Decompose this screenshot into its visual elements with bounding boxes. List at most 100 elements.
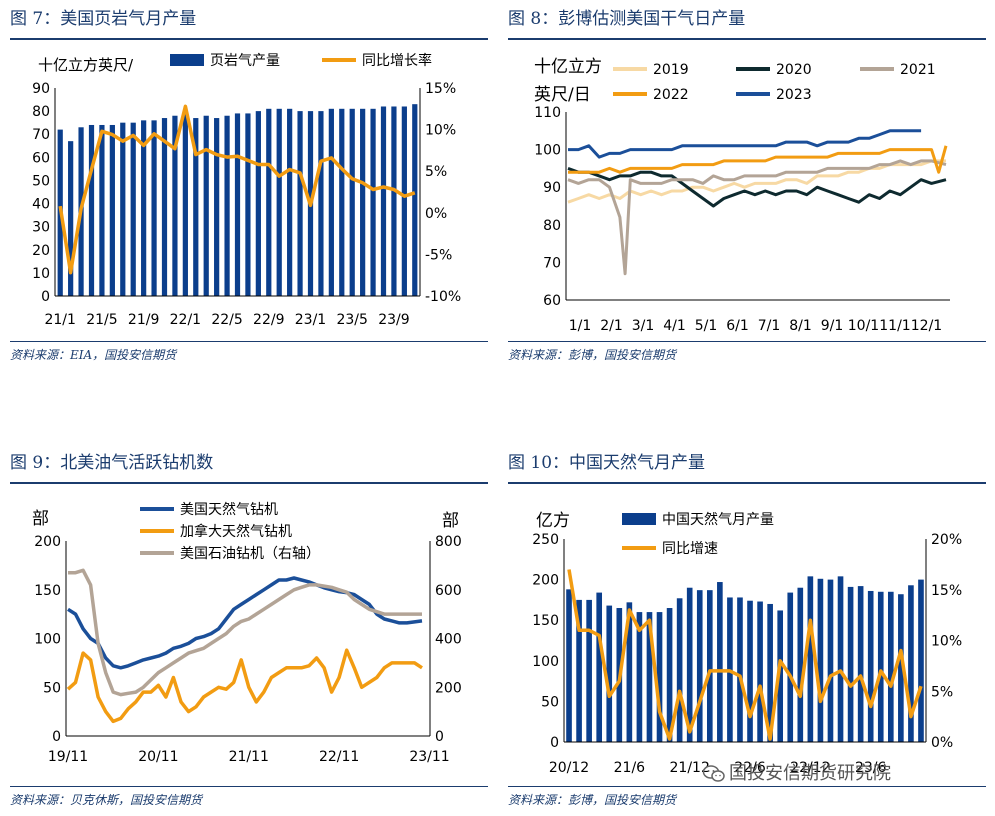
bar [287,108,293,296]
figure-8-bottom-rule [508,341,986,342]
legend-label: 2019 [653,62,689,78]
line-series [567,166,947,208]
y-tick-label-right: 0 [435,729,444,745]
bar [797,587,804,742]
figure-8-source: 资料来源：彭博，国投安信期货 [508,348,677,362]
bar [109,124,115,296]
y-axis-title-line1: 十亿立方 [534,57,602,77]
x-tick-label: 8/1 [789,318,812,334]
y-tick-label-left: 40 [32,197,50,213]
bar [120,122,126,297]
figure-10-title: 图 10：中国天然气月产量 [508,453,706,473]
legend-label: 页岩气产量 [210,53,280,69]
y-tick-label-right: 20% [931,532,962,548]
line-series [66,648,423,724]
y-axis-title-left: 部 [32,509,49,529]
bar [908,585,914,742]
bar [141,120,147,296]
legend-label: 加拿大天然气钻机 [180,523,292,540]
x-tick-label: 10/1 [848,318,879,334]
y-tick-label-left: 80 [32,104,50,120]
y-tick-label-right: 400 [435,632,462,648]
bar [68,141,74,296]
figure-10-top-rule [508,482,986,484]
bar [245,113,251,296]
bar [328,108,334,296]
line-series [567,159,947,276]
y-tick-label-left: 200 [34,534,61,550]
bar [99,124,105,296]
bar [234,113,241,296]
figure-9-bottom-rule [10,786,488,787]
bar [706,590,713,742]
y-tick-label-left: 50 [43,680,61,696]
figure-7-chart: 十亿立方英尺/页岩气产量 同比增长率 0 10 20 30 40 50 60 70 80 90 -10%… [32,52,461,328]
legend-label: 2020 [776,62,812,78]
y-tick-label-right: -5% [425,247,452,263]
legend-label: 2021 [900,62,936,78]
x-tick-label: 4/1 [663,318,686,334]
bar [656,612,663,742]
bar [193,118,199,297]
bar [696,590,703,742]
bar [161,118,168,297]
figure-8-chart: 十亿立方英尺/日 2019 2020 2021 2022 2023 60 70 80 90 100 1… [534,57,950,334]
line-series [568,145,948,174]
x-tick-label: 5/1 [695,318,718,334]
bar [182,113,188,296]
bar [401,106,407,296]
legend-label: 中国天然气月产量 [662,511,774,528]
figure-9-top-rule [10,482,488,484]
y-tick-label-left: 100 [34,632,61,648]
y-tick-label-right: 15% [931,583,962,599]
x-tick-label: 21/6 [614,760,646,776]
x-tick-label: 23/6 [855,760,887,776]
y-tick-label-left: 30 [32,220,50,236]
figure-7-source: 资料来源：EIA，国投安信期货 [10,348,177,362]
y-axis-title: 十亿立方英尺/ [38,56,134,74]
y-tick-label-right: 5% [931,684,953,700]
legend-label: 美国天然气钻机 [180,501,278,518]
figure-10-panel: 图 10：中国天然气月产量 亿方 中国天然气月产量 同比增速 0 50 100 150 200… [508,446,986,816]
bar [898,594,904,742]
figure-7-top-rule [10,38,488,40]
bar [827,579,834,742]
y-tick-label-right: 0% [931,735,953,751]
legend-label: 同比增速 [662,541,718,557]
bar [596,592,603,742]
line-series [68,568,422,697]
figure-9-panel: 图 9：北美油气活跃钻机数 部 部 美国天然气钻机 加拿大天然气钻机 美国石油钻机（右轴… [10,446,488,816]
x-tick-label: 22/5 [211,312,242,328]
x-tick-label: 2/1 [600,318,623,334]
bar [370,108,376,296]
line-series [67,576,423,670]
bar [717,582,723,742]
bar [576,599,582,742]
bar [666,608,673,742]
bar [757,601,763,742]
figure-7-bottom-rule [10,341,488,342]
y-tick-label-left: 60 [32,150,50,166]
y-tick-label-right: 10% [425,123,456,139]
bar [566,589,572,742]
figure-9-source: 资料来源：贝克休斯，国投安信期货 [10,793,203,807]
legend-label: 2022 [653,87,689,103]
line-series [568,129,922,159]
legend-label: 2023 [776,87,812,103]
figure-7-title: 图 7：美国页岩气月产量 [10,9,197,29]
bar [412,104,418,296]
bar [887,591,894,742]
watermark: 国投安信期货研究院 [702,759,891,785]
figure-8-title: 图 8：彭博估测美国干气日产量 [508,9,746,29]
y-tick-label-left: 0 [41,289,50,305]
legend-swatch [622,513,656,525]
figure-8-panel: 图 8：彭博估测美国干气日产量 十亿立方 英尺/日 2019 2020 2021 2022… [508,0,986,370]
y-tick-label-left: 100 [532,654,559,670]
y-tick-label-left: 50 [541,694,559,710]
x-tick-label: 21/11 [229,749,269,765]
bar [203,115,209,296]
bar [877,591,884,742]
y-tick-label-left: 10 [32,266,50,282]
